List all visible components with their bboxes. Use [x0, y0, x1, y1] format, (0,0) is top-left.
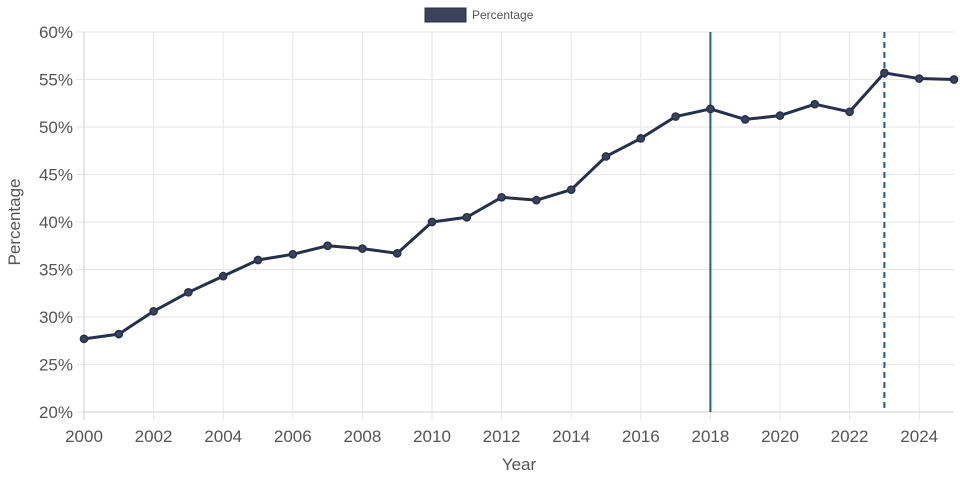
data-point [392, 249, 402, 258]
y-tick-label: 45% [39, 166, 73, 185]
x-tick-label: 2014 [552, 427, 590, 446]
data-point [914, 74, 924, 83]
data-point [323, 241, 332, 251]
x-tick-label: 2022 [831, 427, 869, 446]
legend-swatch [424, 7, 467, 23]
y-tick-label: 20% [39, 403, 73, 422]
data-point [880, 68, 889, 78]
data-point [427, 217, 437, 227]
y-tick-label: 40% [39, 213, 73, 232]
data-point [462, 212, 472, 222]
y-tick-label: 30% [39, 308, 73, 327]
reference-lines [709, 32, 886, 412]
x-tick-label: 2018 [691, 427, 729, 446]
data-point [149, 306, 158, 316]
x-tick-label: 2008 [343, 427, 381, 446]
series-layer [79, 68, 959, 344]
y-tick-label: 35% [39, 261, 73, 280]
data-point [775, 111, 785, 120]
y-tick-label: 60% [39, 23, 73, 42]
data-point [497, 192, 506, 202]
data-point [740, 115, 750, 124]
x-tick-label: 2012 [483, 427, 521, 446]
data-point [114, 329, 124, 339]
data-point [636, 134, 646, 143]
y-axis-title: Percentage [5, 179, 24, 266]
x-tick-label: 2020 [761, 427, 799, 446]
x-tick-label: 2016 [622, 427, 660, 446]
x-tick-label: 2004 [204, 427, 242, 446]
data-point [288, 249, 298, 259]
data-point [532, 195, 541, 205]
data-point [566, 185, 576, 195]
x-tick-label: 2002 [135, 427, 173, 446]
data-point [253, 255, 263, 265]
x-tick-label: 2006 [274, 427, 312, 446]
grid-lines [76, 31, 954, 420]
y-tick-label: 55% [39, 71, 73, 90]
x-tick-label: 2010 [413, 427, 451, 446]
x-axis-ticks: 2000 2002 2004 2006 2008 2010 2012 2014 2016 2018… [65, 427, 938, 446]
data-point [845, 107, 854, 117]
data-point [949, 75, 959, 84]
legend[interactable]: Percentage [424, 7, 534, 23]
data-point [601, 152, 611, 161]
data-point [184, 287, 193, 297]
data-point [706, 104, 715, 114]
data-point [79, 334, 89, 344]
series-line [83, 71, 955, 341]
data-point [810, 99, 820, 109]
x-axis-title: Year [502, 455, 537, 474]
y-axis-ticks: 20% 25% 30% 35% 40% 45% 50% 55% 60% [39, 23, 73, 422]
legend-label: Percentage [472, 8, 534, 22]
y-tick-label: 25% [39, 356, 73, 375]
data-point [218, 271, 228, 281]
y-tick-label: 50% [39, 118, 73, 137]
data-point [358, 244, 367, 253]
x-tick-label: 2024 [900, 427, 938, 446]
data-point [671, 112, 680, 121]
x-tick-label: 2000 [65, 427, 103, 446]
